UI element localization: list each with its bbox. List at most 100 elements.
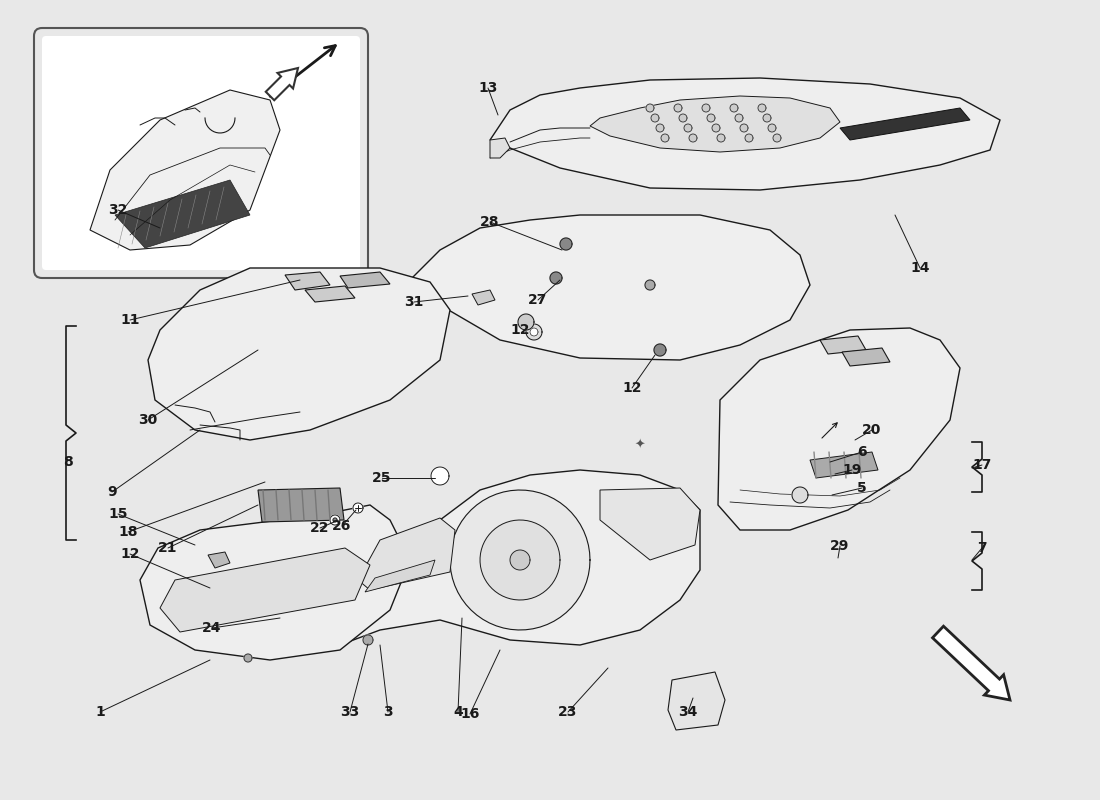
Text: 21: 21 bbox=[158, 541, 178, 555]
FancyArrow shape bbox=[933, 626, 1010, 700]
Polygon shape bbox=[490, 138, 510, 158]
FancyArrow shape bbox=[266, 68, 298, 100]
Polygon shape bbox=[600, 488, 700, 560]
Polygon shape bbox=[363, 635, 373, 645]
Text: 18: 18 bbox=[119, 525, 138, 539]
Polygon shape bbox=[330, 470, 700, 648]
Text: 28: 28 bbox=[481, 215, 499, 229]
Text: 12: 12 bbox=[510, 323, 530, 337]
Polygon shape bbox=[792, 487, 808, 503]
Polygon shape bbox=[365, 560, 435, 592]
Text: 16: 16 bbox=[460, 707, 480, 721]
Text: 27: 27 bbox=[528, 293, 548, 307]
Polygon shape bbox=[358, 518, 455, 590]
Polygon shape bbox=[654, 344, 666, 356]
Text: 34: 34 bbox=[679, 705, 697, 719]
Polygon shape bbox=[712, 124, 720, 132]
Polygon shape bbox=[530, 328, 538, 336]
Polygon shape bbox=[285, 272, 330, 290]
Polygon shape bbox=[480, 520, 560, 600]
Text: 6: 6 bbox=[857, 445, 867, 459]
Polygon shape bbox=[353, 503, 363, 513]
Text: 19: 19 bbox=[843, 463, 861, 477]
Text: 31: 31 bbox=[405, 295, 424, 309]
FancyBboxPatch shape bbox=[42, 36, 360, 270]
Polygon shape bbox=[740, 124, 748, 132]
Text: 23: 23 bbox=[559, 705, 578, 719]
Text: 5: 5 bbox=[857, 481, 867, 495]
Polygon shape bbox=[684, 124, 692, 132]
Polygon shape bbox=[258, 488, 344, 522]
Polygon shape bbox=[717, 134, 725, 142]
Polygon shape bbox=[679, 114, 688, 122]
Polygon shape bbox=[116, 180, 250, 248]
Polygon shape bbox=[651, 114, 659, 122]
Polygon shape bbox=[661, 134, 669, 142]
Polygon shape bbox=[763, 114, 771, 122]
Polygon shape bbox=[305, 286, 355, 302]
Polygon shape bbox=[160, 548, 370, 632]
Text: 30: 30 bbox=[139, 413, 157, 427]
Text: 20: 20 bbox=[862, 423, 882, 437]
Polygon shape bbox=[773, 134, 781, 142]
Polygon shape bbox=[510, 550, 530, 570]
Text: 26: 26 bbox=[332, 519, 352, 533]
Polygon shape bbox=[518, 314, 534, 330]
Text: 3: 3 bbox=[383, 705, 393, 719]
Polygon shape bbox=[590, 96, 840, 152]
Polygon shape bbox=[730, 104, 738, 112]
FancyBboxPatch shape bbox=[34, 28, 369, 278]
Polygon shape bbox=[758, 104, 766, 112]
Text: 13: 13 bbox=[478, 81, 497, 95]
Text: 11: 11 bbox=[120, 313, 140, 327]
Text: 12: 12 bbox=[120, 547, 140, 561]
Polygon shape bbox=[735, 114, 743, 122]
Text: 25: 25 bbox=[372, 471, 392, 485]
Text: 22: 22 bbox=[310, 521, 330, 535]
Polygon shape bbox=[431, 467, 449, 485]
Polygon shape bbox=[140, 505, 410, 660]
Polygon shape bbox=[333, 518, 337, 522]
Polygon shape bbox=[490, 78, 1000, 190]
Polygon shape bbox=[810, 452, 878, 478]
Polygon shape bbox=[560, 238, 572, 250]
Polygon shape bbox=[148, 268, 450, 440]
Polygon shape bbox=[208, 552, 230, 568]
Text: 29: 29 bbox=[830, 539, 849, 553]
Text: 14: 14 bbox=[911, 261, 930, 275]
Text: 8: 8 bbox=[63, 455, 73, 469]
Text: 9: 9 bbox=[107, 485, 117, 499]
Polygon shape bbox=[707, 114, 715, 122]
Polygon shape bbox=[450, 490, 590, 630]
Text: 33: 33 bbox=[340, 705, 360, 719]
Text: 1: 1 bbox=[95, 705, 104, 719]
Text: 17: 17 bbox=[972, 458, 992, 472]
Polygon shape bbox=[702, 104, 710, 112]
Text: 12: 12 bbox=[623, 381, 641, 395]
Polygon shape bbox=[656, 124, 664, 132]
Polygon shape bbox=[820, 336, 866, 354]
Polygon shape bbox=[689, 134, 697, 142]
Polygon shape bbox=[550, 272, 562, 284]
Polygon shape bbox=[330, 515, 340, 525]
Polygon shape bbox=[768, 124, 776, 132]
Polygon shape bbox=[645, 280, 654, 290]
Polygon shape bbox=[472, 290, 495, 305]
Polygon shape bbox=[840, 108, 970, 140]
Polygon shape bbox=[718, 328, 960, 530]
Polygon shape bbox=[668, 672, 725, 730]
Polygon shape bbox=[526, 324, 542, 340]
Polygon shape bbox=[842, 348, 890, 366]
Polygon shape bbox=[745, 134, 754, 142]
Text: ✦: ✦ bbox=[635, 438, 646, 451]
Polygon shape bbox=[340, 272, 390, 288]
Text: 4: 4 bbox=[453, 705, 463, 719]
Text: 24: 24 bbox=[202, 621, 222, 635]
Polygon shape bbox=[646, 104, 654, 112]
Polygon shape bbox=[244, 654, 252, 662]
Polygon shape bbox=[390, 215, 810, 360]
Text: 32: 32 bbox=[108, 203, 128, 217]
Polygon shape bbox=[90, 90, 280, 250]
Polygon shape bbox=[674, 104, 682, 112]
Text: 7: 7 bbox=[977, 541, 987, 555]
